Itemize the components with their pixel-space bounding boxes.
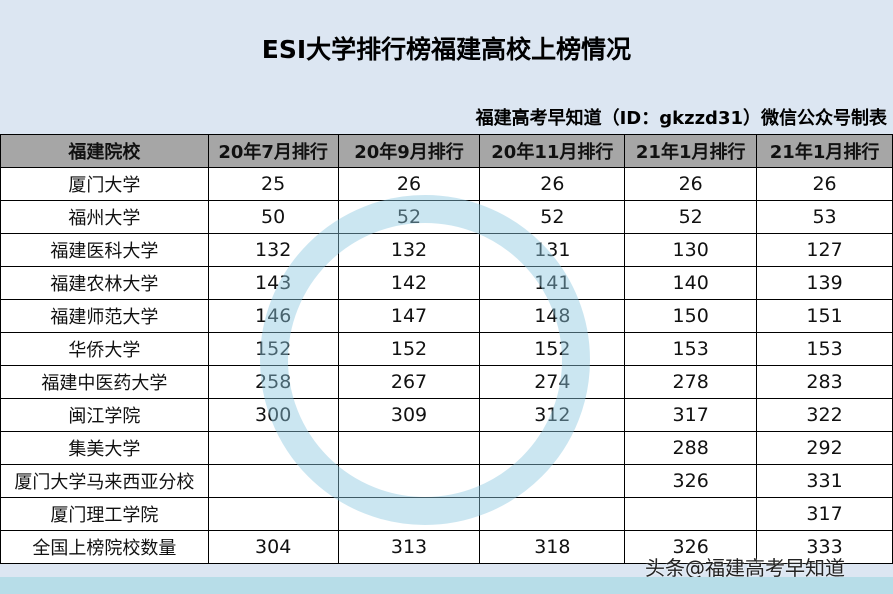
header-row: 福建院校 20年7月排行 20年9月排行 20年11月排行 21年1月排行 21年1月排行 bbox=[0, 134, 893, 168]
credit-text: 头条@福建高考早知道 bbox=[645, 556, 845, 580]
rank-cell: 132 bbox=[207, 233, 339, 267]
table-row: 福建农林大学 143 142 141 140 139 bbox=[0, 266, 893, 300]
school-name-cell: 福建农林大学 bbox=[0, 266, 209, 300]
rank-cell: 150 bbox=[624, 299, 758, 333]
rank-cell bbox=[479, 431, 626, 465]
rank-cell: 130 bbox=[624, 233, 758, 267]
school-name-cell: 福建师范大学 bbox=[0, 299, 209, 333]
table-row: 福建医科大学 132 132 131 130 127 bbox=[0, 233, 893, 267]
column-header: 21年1月排行 bbox=[624, 134, 758, 168]
column-header: 20年11月排行 bbox=[479, 134, 626, 168]
rank-cell: 147 bbox=[337, 299, 481, 333]
rank-cell: 322 bbox=[756, 398, 893, 432]
rank-cell: 292 bbox=[756, 431, 893, 465]
rank-cell: 139 bbox=[756, 266, 893, 300]
table-row: 厦门理工学院 317 bbox=[0, 497, 893, 531]
school-name-cell: 闽江学院 bbox=[0, 398, 209, 432]
rank-cell: 267 bbox=[337, 365, 481, 399]
rank-cell: 288 bbox=[624, 431, 758, 465]
rank-cell bbox=[207, 497, 339, 531]
school-name-cell: 福建中医药大学 bbox=[0, 365, 209, 399]
rank-cell bbox=[337, 464, 481, 498]
school-name-cell: 厦门理工学院 bbox=[0, 497, 209, 531]
rank-cell: 50 bbox=[207, 200, 339, 234]
rank-cell: 26 bbox=[337, 167, 481, 201]
rank-cell: 317 bbox=[756, 497, 893, 531]
rank-cell: 313 bbox=[337, 530, 481, 564]
rank-cell: 143 bbox=[207, 266, 339, 300]
column-header: 21年1月排行 bbox=[756, 134, 893, 168]
rank-cell: 153 bbox=[756, 332, 893, 366]
table-row: 福建中医药大学 258 267 274 278 283 bbox=[0, 365, 893, 399]
rank-cell: 152 bbox=[337, 332, 481, 366]
school-name-cell: 华侨大学 bbox=[0, 332, 209, 366]
table-row: 厦门大学马来西亚分校 326 331 bbox=[0, 464, 893, 498]
rank-cell: 25 bbox=[207, 167, 339, 201]
column-header: 福建院校 bbox=[0, 134, 209, 168]
school-name-cell: 全国上榜院校数量 bbox=[0, 530, 209, 564]
table-row: 集美大学 288 292 bbox=[0, 431, 893, 465]
rank-cell: 142 bbox=[337, 266, 481, 300]
rank-cell bbox=[624, 497, 758, 531]
rank-cell bbox=[207, 431, 339, 465]
rank-cell: 140 bbox=[624, 266, 758, 300]
table-row: 福州大学 50 52 52 52 53 bbox=[0, 200, 893, 234]
rank-cell: 153 bbox=[624, 332, 758, 366]
rank-cell: 26 bbox=[624, 167, 758, 201]
rank-cell: 52 bbox=[624, 200, 758, 234]
rank-cell: 278 bbox=[624, 365, 758, 399]
rank-cell: 127 bbox=[756, 233, 893, 267]
rank-cell bbox=[479, 464, 626, 498]
column-header: 20年9月排行 bbox=[337, 134, 481, 168]
rank-cell: 326 bbox=[624, 464, 758, 498]
school-name-cell: 厦门大学马来西亚分校 bbox=[0, 464, 209, 498]
table-row: 闽江学院 300 309 312 317 322 bbox=[0, 398, 893, 432]
school-name-cell: 集美大学 bbox=[0, 431, 209, 465]
rank-cell bbox=[479, 497, 626, 531]
rank-cell: 331 bbox=[756, 464, 893, 498]
school-name-cell: 厦门大学 bbox=[0, 167, 209, 201]
rank-cell: 52 bbox=[479, 200, 626, 234]
rank-cell: 131 bbox=[479, 233, 626, 267]
rank-cell: 132 bbox=[337, 233, 481, 267]
rank-cell: 318 bbox=[479, 530, 626, 564]
school-name-cell: 福州大学 bbox=[0, 200, 209, 234]
rank-cell: 258 bbox=[207, 365, 339, 399]
table-row: 全国上榜院校数量 304 313 318 326 333 bbox=[0, 530, 893, 564]
rank-cell: 53 bbox=[756, 200, 893, 234]
rank-cell: 148 bbox=[479, 299, 626, 333]
table-row: 华侨大学 152 152 152 153 153 bbox=[0, 332, 893, 366]
rank-cell: 309 bbox=[337, 398, 481, 432]
table-row: 福建师范大学 146 147 148 150 151 bbox=[0, 299, 893, 333]
rank-cell bbox=[337, 431, 481, 465]
rank-cell: 26 bbox=[756, 167, 893, 201]
rank-cell: 52 bbox=[337, 200, 481, 234]
rank-cell bbox=[207, 464, 339, 498]
rank-cell: 151 bbox=[756, 299, 893, 333]
rank-cell: 312 bbox=[479, 398, 626, 432]
bottom-band bbox=[0, 577, 893, 594]
rank-cell: 26 bbox=[479, 167, 626, 201]
page-title: ESI大学排行榜福建高校上榜情况 bbox=[261, 35, 632, 64]
rank-cell: 300 bbox=[207, 398, 339, 432]
rank-cell: 317 bbox=[624, 398, 758, 432]
rank-cell bbox=[337, 497, 481, 531]
table-row: 厦门大学 25 26 26 26 26 bbox=[0, 167, 893, 201]
rank-cell: 283 bbox=[756, 365, 893, 399]
column-header: 20年7月排行 bbox=[207, 134, 339, 168]
rank-cell: 152 bbox=[207, 332, 339, 366]
rank-cell: 304 bbox=[207, 530, 339, 564]
school-name-cell: 福建医科大学 bbox=[0, 233, 209, 267]
rank-cell: 141 bbox=[479, 266, 626, 300]
rank-cell: 146 bbox=[207, 299, 339, 333]
rank-cell: 152 bbox=[479, 332, 626, 366]
rank-cell: 333 bbox=[756, 530, 893, 564]
ranking-table: 福建院校 20年7月排行 20年9月排行 20年11月排行 21年1月排行 21年1月排行… bbox=[0, 134, 893, 564]
subtitle: 福建高考早知道（ID：gkzzd31）微信公众号制表 bbox=[475, 108, 887, 129]
rank-cell: 274 bbox=[479, 365, 626, 399]
